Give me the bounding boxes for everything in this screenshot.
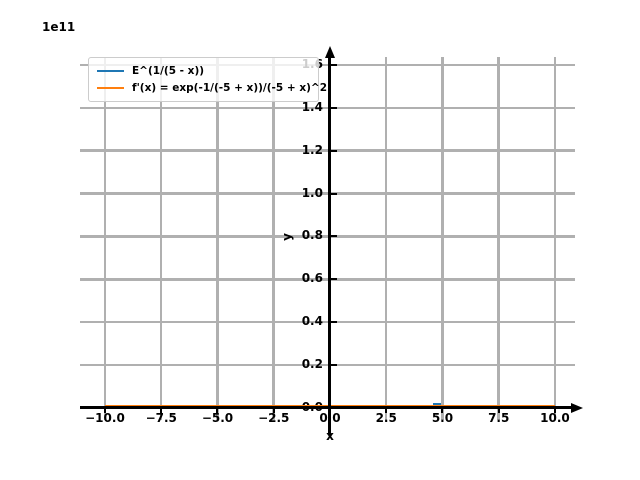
x-tick-label: 2.5 bbox=[375, 411, 397, 426]
x-gridline bbox=[384, 57, 388, 420]
legend-item-label: E^(1/(5 - x)) bbox=[132, 65, 205, 77]
legend-item-label: f'(x) = exp(-1/(-5 + x))/(-5 + x)^2 bbox=[132, 82, 327, 94]
y-gridline bbox=[80, 320, 575, 324]
x-gridline bbox=[553, 57, 557, 420]
legend-line-sample bbox=[97, 87, 124, 89]
x-tick-label: 7.5 bbox=[488, 411, 510, 426]
y-gridline bbox=[80, 192, 575, 195]
legend-item: E^(1/(5 - x)) bbox=[97, 65, 310, 77]
legend-item: f'(x) = exp(-1/(-5 + x))/(-5 + x)^2 bbox=[97, 82, 327, 94]
x-tickmark bbox=[385, 408, 388, 413]
y-tick-label: 1.0 bbox=[301, 185, 323, 200]
x-tick-label: 10.0 bbox=[540, 411, 570, 426]
y-tickmark bbox=[330, 149, 337, 152]
y-tickmark bbox=[330, 63, 337, 66]
x-tick-label: −7.5 bbox=[145, 411, 177, 426]
x-tickmark bbox=[216, 408, 219, 413]
x-gridline bbox=[497, 57, 500, 420]
x-gridline bbox=[441, 57, 444, 420]
legend-line-sample bbox=[97, 70, 124, 72]
y-tickmark bbox=[330, 364, 337, 367]
y-tick-label: 0.6 bbox=[301, 271, 323, 286]
x-tick-label: 5.0 bbox=[431, 411, 454, 426]
y-tickmark bbox=[330, 278, 337, 281]
x-tick-label: −2.5 bbox=[258, 411, 290, 426]
y-tickmark bbox=[330, 106, 337, 109]
x-axis-spine bbox=[80, 406, 573, 410]
y-tickmark bbox=[330, 321, 337, 324]
y-tick-label: 1.4 bbox=[301, 99, 323, 114]
x-tickmark bbox=[441, 408, 444, 413]
y-axis-arrow-icon bbox=[324, 46, 335, 58]
x-tick-label: −5.0 bbox=[201, 411, 234, 426]
x-tickmark bbox=[160, 408, 163, 413]
y-tick-label: 0.2 bbox=[301, 357, 323, 372]
x-axis-arrow-icon bbox=[571, 402, 583, 413]
y-tickmark bbox=[330, 192, 337, 195]
x-gridline bbox=[272, 57, 275, 420]
y-axis-spine bbox=[328, 58, 332, 435]
x-tick-label: −10.0 bbox=[85, 411, 125, 426]
y-gridline bbox=[80, 235, 575, 238]
y-axis-label: y bbox=[280, 233, 294, 241]
x-tickmark bbox=[497, 408, 500, 413]
y-tickmark bbox=[330, 235, 337, 238]
x-tickmark bbox=[553, 408, 556, 413]
y-tick-label: 1.2 bbox=[301, 142, 323, 157]
y-offset-label: 1e11 bbox=[42, 20, 76, 34]
y-gridline bbox=[80, 363, 575, 367]
x-axis-label: x bbox=[326, 429, 334, 443]
x-gridline bbox=[216, 57, 219, 420]
x-gridline bbox=[159, 57, 163, 420]
y-gridline bbox=[80, 149, 575, 152]
x-tickmark bbox=[272, 408, 275, 413]
x-gridline bbox=[103, 57, 107, 420]
y-tick-label: 0.8 bbox=[301, 228, 323, 243]
legend: E^(1/(5 - x)) f'(x) = exp(-1/(-5 + x))/(-… bbox=[88, 57, 327, 102]
y-gridline bbox=[80, 106, 575, 110]
y-tick-label: 0.4 bbox=[301, 314, 323, 329]
y-gridline bbox=[80, 63, 575, 67]
x-tickmark bbox=[103, 408, 106, 413]
y-gridline bbox=[80, 278, 575, 281]
asymptote-spike bbox=[432, 402, 441, 406]
